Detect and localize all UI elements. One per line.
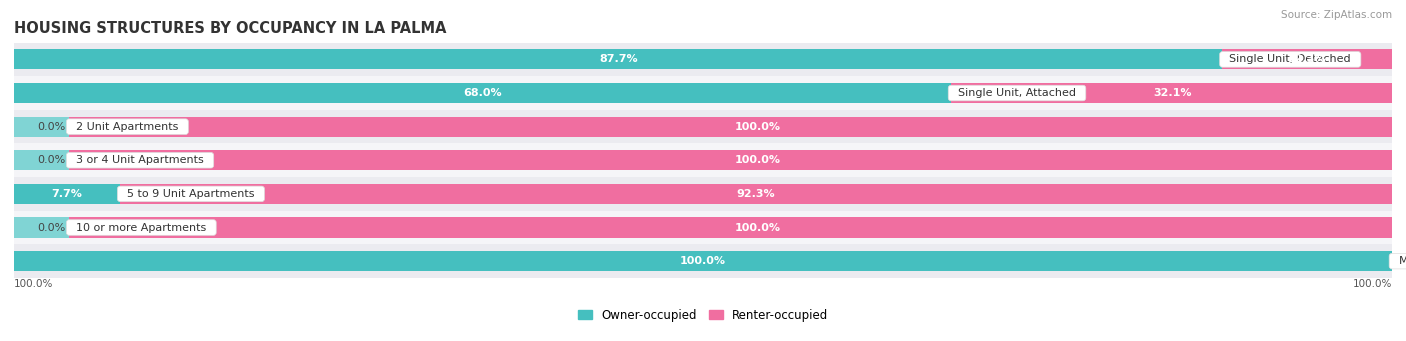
Bar: [14, 110, 1392, 144]
Text: 68.0%: 68.0%: [463, 88, 502, 98]
Bar: [69, 218, 1406, 238]
Text: 100.0%: 100.0%: [735, 155, 782, 165]
Text: Single Unit, Detached: Single Unit, Detached: [1222, 55, 1358, 64]
Bar: [1222, 49, 1392, 70]
Text: 0.0%: 0.0%: [37, 122, 65, 132]
Text: 100.0%: 100.0%: [735, 223, 782, 233]
Bar: [14, 150, 69, 170]
Text: 92.3%: 92.3%: [737, 189, 775, 199]
Text: 100.0%: 100.0%: [735, 122, 782, 132]
Bar: [14, 144, 1392, 177]
Text: 7.7%: 7.7%: [52, 189, 83, 199]
Bar: [950, 83, 1393, 103]
Text: Mobile Home / Other: Mobile Home / Other: [1392, 256, 1406, 266]
Text: HOUSING STRUCTURES BY OCCUPANCY IN LA PALMA: HOUSING STRUCTURES BY OCCUPANCY IN LA PA…: [14, 21, 447, 36]
Text: Single Unit, Attached: Single Unit, Attached: [950, 88, 1083, 98]
Bar: [1392, 251, 1406, 271]
Legend: Owner-occupied, Renter-occupied: Owner-occupied, Renter-occupied: [572, 304, 834, 326]
Bar: [14, 218, 69, 238]
Bar: [69, 150, 1406, 170]
Text: 3 or 4 Unit Apartments: 3 or 4 Unit Apartments: [69, 155, 211, 165]
Text: 5 to 9 Unit Apartments: 5 to 9 Unit Apartments: [120, 189, 262, 199]
Bar: [14, 251, 1392, 271]
Text: 2 Unit Apartments: 2 Unit Apartments: [69, 122, 186, 132]
Bar: [14, 184, 120, 204]
Bar: [14, 76, 1392, 110]
Text: 0.0%: 0.0%: [37, 155, 65, 165]
Bar: [14, 211, 1392, 244]
Bar: [69, 117, 1406, 137]
Text: 100.0%: 100.0%: [1353, 279, 1392, 288]
Bar: [14, 177, 1392, 211]
Text: 12.3%: 12.3%: [1288, 55, 1326, 64]
Bar: [14, 244, 1392, 278]
Bar: [14, 43, 1392, 76]
Text: Source: ZipAtlas.com: Source: ZipAtlas.com: [1281, 10, 1392, 20]
Text: 0.0%: 0.0%: [37, 223, 65, 233]
Bar: [14, 83, 950, 103]
Text: 100.0%: 100.0%: [14, 279, 53, 288]
Text: 10 or more Apartments: 10 or more Apartments: [69, 223, 214, 233]
Text: 100.0%: 100.0%: [681, 256, 725, 266]
Bar: [14, 117, 69, 137]
Bar: [14, 49, 1222, 70]
Text: 87.7%: 87.7%: [599, 55, 637, 64]
Text: 32.1%: 32.1%: [1153, 88, 1191, 98]
Bar: [120, 184, 1392, 204]
